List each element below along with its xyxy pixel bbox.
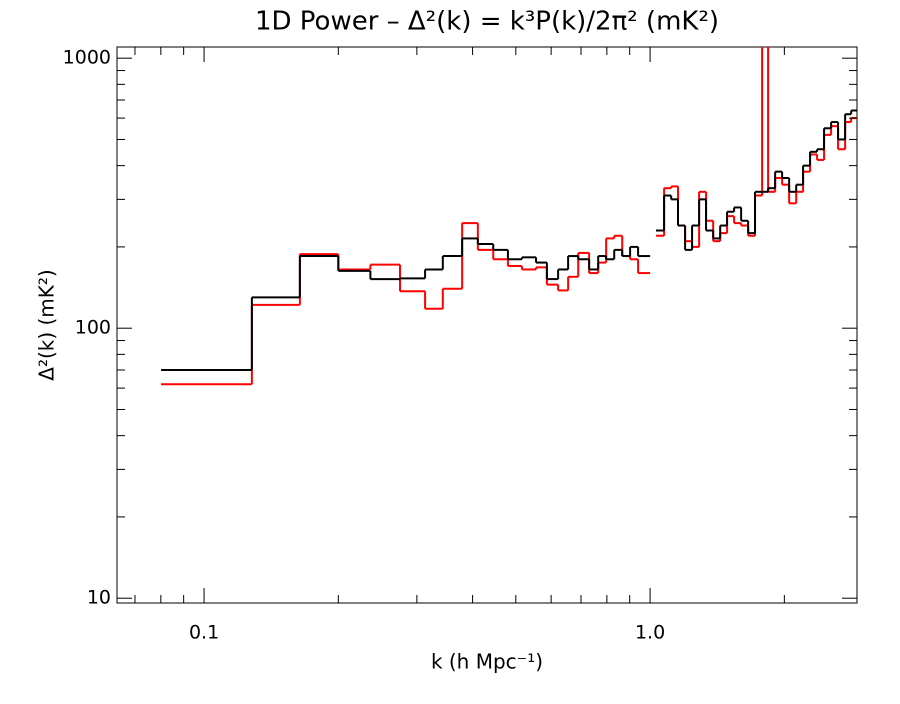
plot-area [161,47,857,386]
x-axis-label: k (h Mpc⁻¹) [431,650,543,674]
y-axis-label: Δ²(k) (mK²) [35,269,59,380]
x-tick-label: 1.0 [635,622,665,644]
chart-title: 1D Power – Δ²(k) = k³P(k)/2π² (mK²) [255,7,719,37]
y-tick-label: 10 [87,587,111,609]
x-tick-label: 0.1 [189,622,219,644]
y-tick-label: 100 [75,317,111,339]
plot-frame [116,46,858,604]
y-tick-label: 1000 [63,47,111,69]
